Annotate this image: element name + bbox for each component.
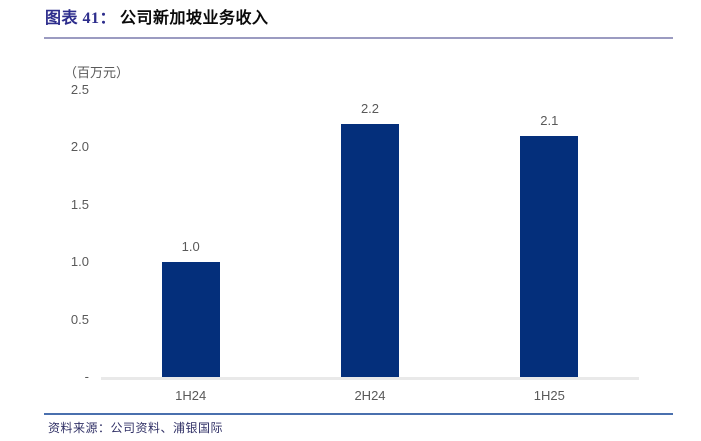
bar-2h24 xyxy=(341,124,399,377)
y-axis-tick-label: 2.5 xyxy=(70,82,89,97)
y-axis-tick-label: 1.5 xyxy=(70,196,89,212)
y-axis-tick-label: 2.0 xyxy=(70,139,89,155)
bar-1h25 xyxy=(520,136,579,377)
y-axis-tick-label: 1.0 xyxy=(70,254,89,270)
x-axis-tick-label: 2H24 xyxy=(354,388,386,403)
chart-title-number: 图表 41： xyxy=(45,10,117,27)
bar-value-label: 1.0 xyxy=(181,239,200,254)
y-axis-tick-label: - xyxy=(84,369,89,384)
bar-1h24 xyxy=(161,262,220,377)
source-divider-line xyxy=(44,413,673,415)
source-note: 资料来源：公司资料、浦银国际 xyxy=(48,421,224,435)
bar-value-label: 2.2 xyxy=(360,101,380,116)
title-divider-line xyxy=(44,37,673,39)
x-axis-tick-label: 1H25 xyxy=(533,388,565,403)
bar-value-label: 2.1 xyxy=(540,113,559,128)
plot-area: 1.0 1H24 2.2 2H24 2.1 1H25 xyxy=(101,90,639,403)
chart-title-text: 公司新加坡业务收入 xyxy=(120,10,269,27)
y-axis-tick-label: 0.5 xyxy=(70,311,89,327)
chart-title: 图表 41： 公司新加坡业务收入 xyxy=(45,4,269,28)
y-axis: 2.5 2.0 1.5 1.0 0.5 - xyxy=(55,82,89,384)
y-axis-unit-label: （百万元） xyxy=(64,65,130,80)
x-axis-tick-label: 1H24 xyxy=(175,388,207,403)
